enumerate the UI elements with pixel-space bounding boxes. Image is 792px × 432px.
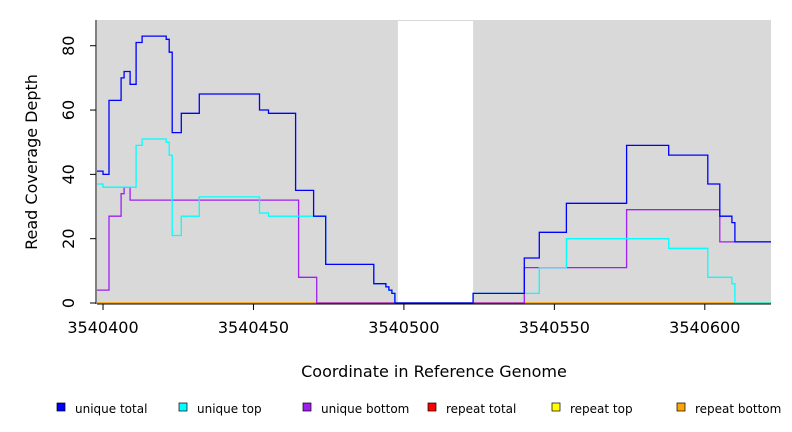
legend: unique total unique top unique bottom repea… bbox=[56, 402, 781, 416]
x-axis-label: Coordinate in Reference Genome bbox=[301, 362, 567, 381]
y-tick-label: 0 bbox=[59, 298, 78, 308]
y-axis-label: Read Coverage Depth bbox=[22, 74, 41, 250]
legend-swatch bbox=[676, 402, 686, 412]
series-line-unique-bottom bbox=[97, 186, 771, 304]
x-tick-label: 3540400 bbox=[67, 318, 138, 337]
legend-swatch bbox=[427, 402, 437, 412]
legend-label: repeat top bbox=[570, 402, 633, 416]
y-tick-label: 80 bbox=[59, 36, 78, 56]
y-tick-label: 60 bbox=[59, 100, 78, 120]
plot-panel bbox=[97, 20, 771, 303]
series-lines bbox=[97, 35, 771, 304]
y-tick-label: 40 bbox=[59, 164, 78, 184]
legend-label: unique top bbox=[197, 402, 262, 416]
x-tick-label: 3540600 bbox=[669, 318, 740, 337]
legend-label: repeat total bbox=[446, 402, 516, 416]
legend-swatch bbox=[551, 402, 561, 412]
y-tick-label: 20 bbox=[59, 229, 78, 249]
x-tick-label: 3540450 bbox=[218, 318, 289, 337]
legend-swatch bbox=[178, 402, 188, 412]
gap-region bbox=[397, 21, 474, 303]
legend-swatch bbox=[302, 402, 312, 412]
legend-swatch bbox=[56, 402, 66, 412]
series-line-unique-total bbox=[97, 35, 771, 304]
legend-label: repeat bottom bbox=[695, 402, 781, 416]
x-tick-label: 3540550 bbox=[519, 318, 590, 337]
axes: 3540400 3540450 3540500 3540550 3540600 0 20 40… bbox=[59, 20, 771, 337]
legend-label: unique total bbox=[75, 402, 147, 416]
x-tick-label: 3540500 bbox=[368, 318, 439, 337]
legend-label: unique bottom bbox=[321, 402, 409, 416]
